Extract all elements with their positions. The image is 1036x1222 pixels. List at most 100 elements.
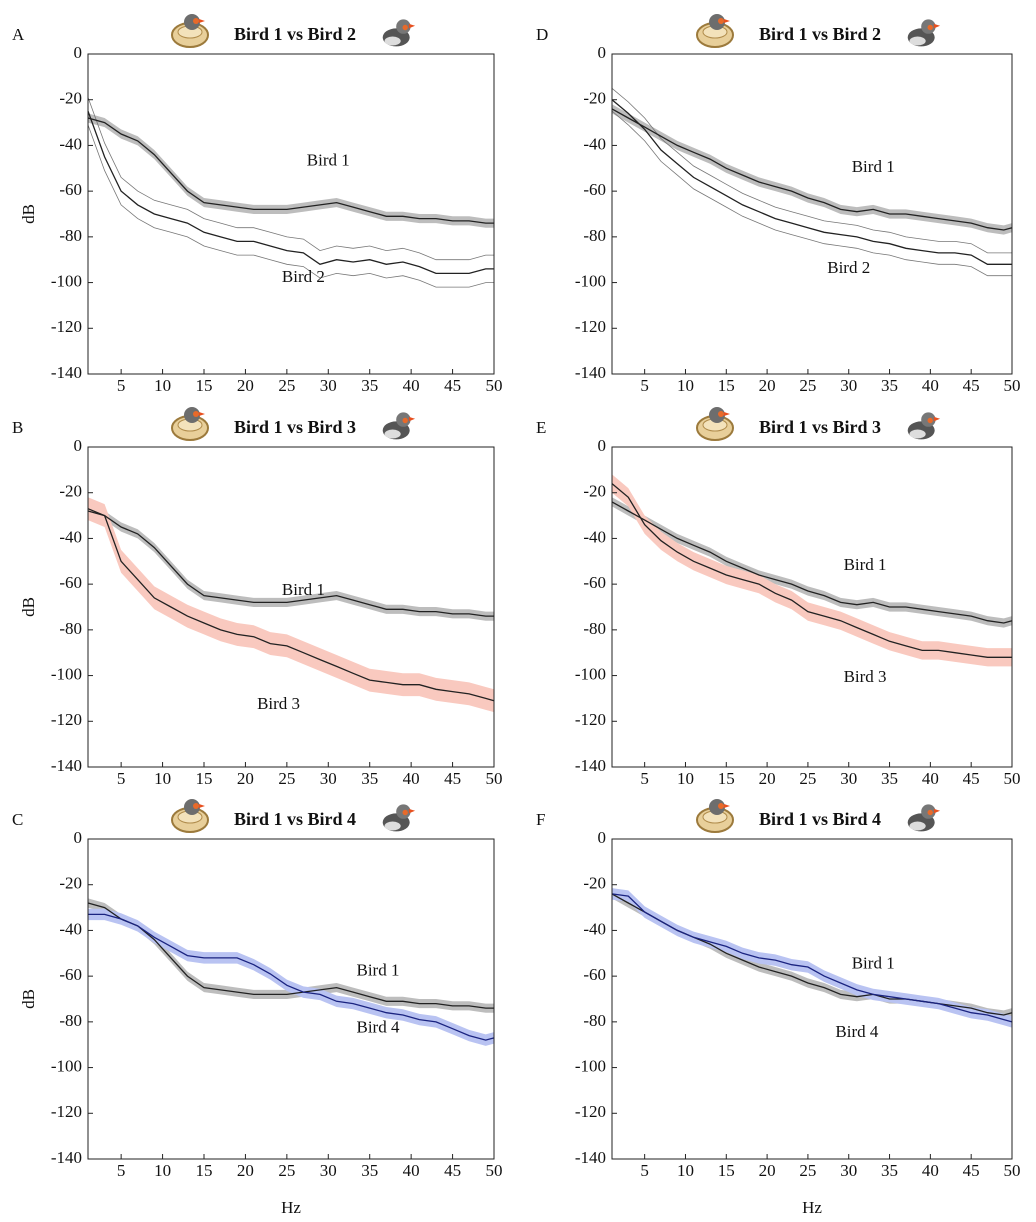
y-tick-label: -60 [59, 573, 82, 592]
error-lower-line [87, 124, 494, 288]
x-tick-label: 40 [922, 769, 939, 788]
panel-title: Bird 1 vs Bird 2 [234, 24, 356, 44]
y-tick-label: 0 [74, 828, 83, 847]
x-tick-label: 50 [1004, 376, 1021, 395]
plot-frame [87, 838, 495, 1160]
y-tick-label: -100 [51, 1056, 82, 1075]
y-tick-label: -140 [575, 363, 606, 382]
y-tick-label: -120 [575, 317, 606, 336]
x-tick-label: 50 [1004, 769, 1021, 788]
x-tick-label: 10 [677, 376, 694, 395]
plot-frame [87, 53, 495, 375]
series-line [87, 902, 494, 1009]
y-tick-label: -40 [59, 527, 82, 546]
y-tick-label: -60 [583, 573, 606, 592]
series-line [611, 99, 1012, 265]
y-tick-label: -140 [51, 1148, 82, 1167]
x-tick-label: 50 [486, 376, 503, 395]
x-axis-label: Hz [281, 1198, 301, 1217]
y-tick-label: -80 [583, 226, 606, 245]
panel-letter: B [12, 418, 23, 437]
series-line [87, 510, 494, 617]
panel-title: Bird 1 vs Bird 2 [759, 24, 881, 44]
y-tick-label: -140 [575, 1148, 606, 1167]
series-label: Bird 1 [852, 157, 895, 176]
x-tick-label: 45 [963, 1161, 980, 1180]
error-lower-line [611, 110, 1012, 277]
y-tick-label: -140 [51, 363, 82, 382]
panel-title: Bird 1 vs Bird 4 [759, 809, 881, 829]
panel-letter: E [536, 418, 546, 437]
series-label: Bird 1 [282, 580, 325, 599]
x-tick-label: 50 [1004, 1161, 1021, 1180]
y-tick-label: -120 [575, 1102, 606, 1121]
x-tick-label: 10 [677, 1161, 694, 1180]
y-tick-label: -100 [575, 664, 606, 683]
x-tick-label: 45 [444, 376, 461, 395]
bird-icon [382, 804, 416, 832]
error-band [612, 889, 1012, 1020]
x-tick-label: 35 [881, 1161, 898, 1180]
y-tick-label: 0 [598, 436, 607, 455]
panel-title: Bird 1 vs Bird 3 [759, 417, 881, 437]
y-tick-label: -40 [583, 134, 606, 153]
panel-title: Bird 1 vs Bird 4 [234, 809, 356, 829]
y-tick-label: -20 [583, 874, 606, 893]
x-tick-label: 35 [361, 769, 378, 788]
x-tick-label: 20 [237, 1161, 254, 1180]
panel-letter: F [536, 810, 545, 829]
x-axis-label: Hz [802, 1198, 822, 1217]
x-tick-label: 50 [486, 1161, 503, 1180]
series-line [87, 508, 495, 702]
x-tick-label: 40 [922, 376, 939, 395]
y-tick-label: -60 [59, 965, 82, 984]
x-tick-label: 30 [320, 376, 337, 395]
series-line [611, 483, 1012, 658]
y-tick-label: -20 [583, 482, 606, 501]
nest-icon [171, 406, 209, 441]
y-tick-label: 0 [74, 436, 83, 455]
y-tick-label: -100 [51, 271, 82, 290]
y-tick-label: -120 [51, 317, 82, 336]
nest-icon [171, 13, 209, 48]
series-label: Bird 1 [307, 150, 350, 169]
x-tick-label: 10 [154, 769, 171, 788]
x-tick-label: 5 [640, 1161, 649, 1180]
y-tick-label: -60 [583, 180, 606, 199]
y-tick-label: -20 [583, 89, 606, 108]
series-line [611, 108, 1013, 231]
x-tick-label: 25 [799, 376, 816, 395]
plot-frame [611, 838, 1013, 1160]
plot-frame [611, 53, 1013, 375]
x-tick-label: 35 [881, 376, 898, 395]
error-upper-line [87, 97, 494, 261]
series-label: Bird 2 [827, 258, 870, 277]
x-tick-label: 10 [154, 1161, 171, 1180]
y-tick-label: -100 [51, 664, 82, 683]
bird-icon [907, 412, 941, 440]
bird-icon [382, 19, 416, 47]
x-tick-label: 45 [963, 376, 980, 395]
y-axis-label: dB [19, 989, 38, 1009]
y-tick-label: -20 [59, 874, 82, 893]
error-band [612, 888, 1012, 1028]
y-tick-label: -120 [575, 710, 606, 729]
x-tick-label: 30 [840, 1161, 857, 1180]
panel: Bird 1 Bird 4 -140 -120 -100 -80 -60 -40 -20 0 5 10… [536, 798, 1021, 1217]
x-tick-label: 20 [759, 769, 776, 788]
panel: Bird 1 Bird 2 -140 -120 -100 -80 -60 -40 -20 0 5 10… [536, 13, 1021, 395]
x-tick-label: 30 [840, 769, 857, 788]
y-tick-label: -100 [575, 1056, 606, 1075]
error-band [88, 506, 494, 621]
series-label: Bird 1 [357, 960, 400, 979]
y-tick-label: 0 [598, 43, 607, 62]
x-tick-label: 35 [881, 769, 898, 788]
x-tick-label: 15 [718, 769, 735, 788]
error-band [612, 497, 1012, 628]
x-tick-label: 5 [640, 376, 649, 395]
y-tick-label: -140 [51, 756, 82, 775]
x-tick-label: 40 [403, 376, 420, 395]
x-tick-label: 10 [677, 769, 694, 788]
x-tick-label: 10 [154, 376, 171, 395]
